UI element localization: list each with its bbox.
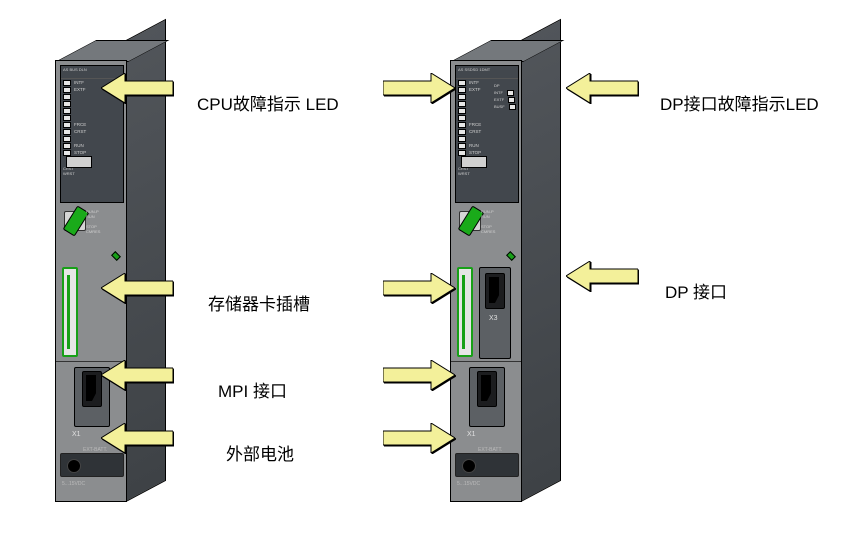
- status-led: [61, 115, 123, 121]
- panel-header: AS SSDSD 1DMT: [456, 66, 518, 79]
- led-label: FRCE: [469, 123, 481, 127]
- arrow-right: [383, 73, 455, 103]
- led-label: INTF: [469, 81, 479, 85]
- annotation-dp_port: DP 接口: [665, 278, 727, 303]
- x1-label: X1: [467, 431, 476, 438]
- key-switch-labels: RUN-PRUNSTOPCMRES: [86, 209, 100, 234]
- mode-switch[interactable]: [66, 156, 92, 168]
- voltage-label: 5...15VDC: [62, 481, 85, 487]
- x3-label: X3: [489, 315, 498, 322]
- arrow-left: [101, 273, 173, 303]
- dp-led: [509, 104, 516, 110]
- led-label: RUN: [74, 144, 84, 148]
- arrow-right: [383, 360, 455, 390]
- dp-led-label: EXTF: [494, 98, 504, 102]
- status-led: RUN: [456, 143, 518, 149]
- cpu-module-right: AS SSDSD 1DMTINTFEXTFFRCECRSTRUNSTOPCRST…: [450, 40, 560, 500]
- key-switch[interactable]: RUN-PRUNSTOPCMRES: [64, 211, 88, 243]
- memory-card-slot[interactable]: [62, 267, 78, 357]
- status-led: [61, 108, 123, 114]
- status-led: [456, 136, 518, 142]
- annotation-cpu_led: CPU故障指示 LED: [197, 90, 339, 115]
- arrow-right: [383, 423, 455, 453]
- key-switch[interactable]: RUN-PRUNSTOPCMRES: [459, 211, 483, 243]
- arrow-right: [383, 273, 455, 303]
- dp-led-label: BUSF: [494, 105, 505, 109]
- switch-label: WRST: [63, 171, 123, 176]
- arrow-left: [566, 261, 638, 291]
- status-led: [61, 136, 123, 142]
- eject-notch[interactable]: [506, 251, 516, 261]
- batt-label: EXT-BATT.: [478, 447, 502, 453]
- led-label: FRCE: [74, 123, 86, 127]
- dp-led: [508, 97, 515, 103]
- memory-card-slot[interactable]: [457, 267, 473, 357]
- mpi-port-x1[interactable]: [82, 371, 102, 407]
- eject-notch[interactable]: [111, 251, 121, 261]
- dp-led-column: DP INTF EXTF BUSF: [494, 82, 516, 111]
- led-label: CRST: [469, 130, 481, 134]
- annotation-ext_batt: 外部电池: [226, 440, 294, 465]
- led-label: STOP: [469, 151, 481, 155]
- led-label: EXTF: [74, 88, 86, 92]
- annotation-mpi: MPI 接口: [218, 377, 287, 402]
- arrow-left: [566, 73, 638, 103]
- led-label: EXTF: [469, 88, 481, 92]
- ext-battery-socket[interactable]: EXT-BATT.: [455, 453, 519, 477]
- annotation-dp_led: DP接口故障指示LED: [660, 90, 819, 115]
- dp-port-x3[interactable]: [485, 273, 505, 309]
- dp-led-label: INTF: [494, 91, 503, 95]
- x1-label: X1: [72, 431, 81, 438]
- switch-label: WRST: [458, 171, 518, 176]
- arrow-left: [101, 73, 173, 103]
- led-label: CRST: [74, 130, 86, 134]
- voltage-label: 5...15VDC: [457, 481, 480, 487]
- arrow-left: [101, 423, 173, 453]
- annotation-mem_slot: 存储器卡插槽: [208, 290, 310, 315]
- status-led: RUN: [61, 143, 123, 149]
- mode-switch[interactable]: [461, 156, 487, 168]
- led-label: STOP: [74, 151, 86, 155]
- ext-battery-socket[interactable]: EXT-BATT.: [60, 453, 124, 477]
- arrow-left: [101, 360, 173, 390]
- led-panel: AS SSDSD 1DMTINTFEXTFFRCECRSTRUNSTOPCRST…: [455, 65, 519, 203]
- status-led: FRCE: [61, 122, 123, 128]
- status-led: [456, 115, 518, 121]
- key-switch-labels: RUN-PRUNSTOPCMRES: [481, 209, 495, 234]
- led-label: RUN: [469, 144, 479, 148]
- led-label: INTF: [74, 81, 84, 85]
- status-led: CRST: [456, 129, 518, 135]
- status-led: CRST: [61, 129, 123, 135]
- dp-column-header: DP: [494, 84, 500, 88]
- status-led: FRCE: [456, 122, 518, 128]
- mpi-port-x1[interactable]: [477, 371, 497, 407]
- dp-led: [507, 90, 514, 96]
